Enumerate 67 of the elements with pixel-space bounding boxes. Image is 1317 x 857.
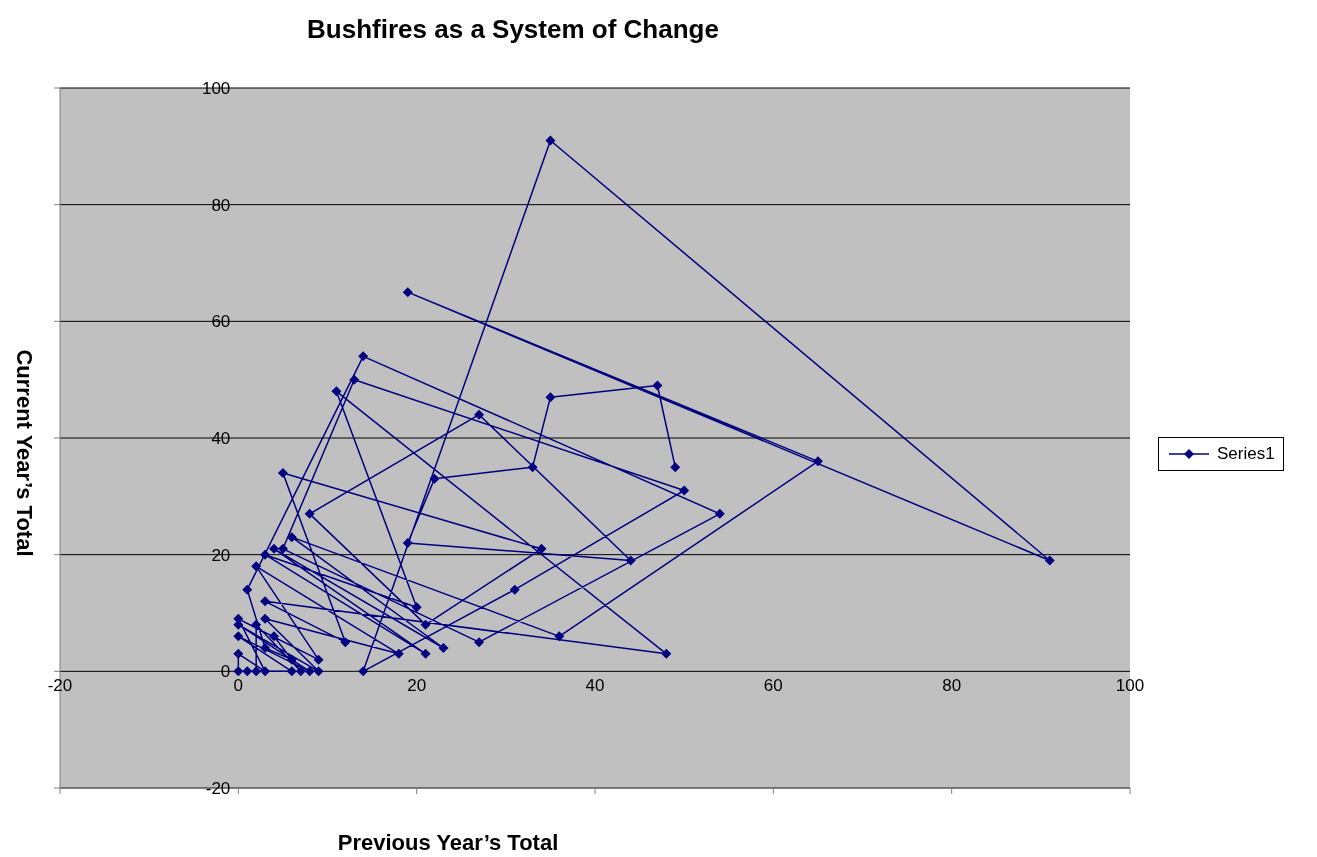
point bbox=[393, 648, 404, 659]
point bbox=[269, 631, 279, 642]
x-tick-label: 80 bbox=[942, 676, 962, 696]
point bbox=[812, 456, 823, 467]
point bbox=[286, 666, 297, 677]
point bbox=[233, 666, 244, 677]
point bbox=[251, 619, 262, 630]
point bbox=[679, 485, 690, 496]
chart-title: Bushfires as a System of Change bbox=[306, 14, 720, 45]
x-tick-label: 0 bbox=[233, 676, 244, 696]
x-tick-label: 20 bbox=[407, 676, 427, 696]
point bbox=[277, 468, 288, 478]
point bbox=[304, 508, 315, 519]
point bbox=[714, 508, 725, 519]
point bbox=[286, 654, 297, 665]
point bbox=[340, 637, 351, 648]
point bbox=[429, 473, 440, 484]
point bbox=[661, 648, 672, 659]
point bbox=[331, 386, 342, 397]
point bbox=[251, 666, 262, 677]
point bbox=[545, 392, 556, 403]
point bbox=[260, 613, 271, 624]
point bbox=[313, 654, 324, 665]
point bbox=[545, 135, 556, 146]
point bbox=[260, 549, 271, 560]
point bbox=[260, 666, 271, 677]
point bbox=[670, 462, 681, 473]
point bbox=[260, 643, 271, 653]
x-tick-label: 60 bbox=[763, 676, 783, 696]
x-tick-label: 100 bbox=[1115, 676, 1145, 696]
y-tick-label: 40 bbox=[211, 429, 231, 448]
point bbox=[242, 584, 253, 595]
point bbox=[554, 631, 565, 642]
x-tick-label: -20 bbox=[47, 676, 73, 696]
point bbox=[420, 648, 431, 659]
point bbox=[438, 643, 449, 653]
point bbox=[625, 555, 636, 566]
point bbox=[286, 532, 297, 543]
point bbox=[242, 666, 253, 677]
point bbox=[358, 666, 369, 677]
point bbox=[277, 543, 288, 554]
point bbox=[402, 287, 413, 298]
point bbox=[233, 648, 244, 659]
point bbox=[269, 543, 279, 554]
point bbox=[349, 374, 360, 385]
point bbox=[233, 631, 244, 642]
point bbox=[304, 666, 315, 677]
point bbox=[260, 596, 271, 607]
point bbox=[251, 561, 262, 572]
point bbox=[527, 462, 538, 473]
y-axis-title: Current Year’s Total bbox=[11, 349, 37, 557]
point bbox=[652, 380, 663, 391]
legend-label: Series1 bbox=[1217, 444, 1275, 464]
point bbox=[474, 409, 485, 420]
point bbox=[295, 666, 306, 677]
point bbox=[536, 543, 547, 554]
point bbox=[358, 351, 369, 362]
point bbox=[1044, 555, 1055, 566]
y-tick-label: 100 bbox=[201, 79, 231, 98]
x-tick-label: 40 bbox=[585, 676, 605, 696]
point bbox=[313, 666, 324, 677]
point bbox=[420, 619, 431, 630]
point bbox=[474, 637, 485, 648]
point bbox=[411, 602, 422, 613]
point bbox=[402, 538, 413, 548]
x-axis-title: Previous Year’s Total bbox=[336, 830, 560, 856]
point bbox=[509, 584, 520, 595]
